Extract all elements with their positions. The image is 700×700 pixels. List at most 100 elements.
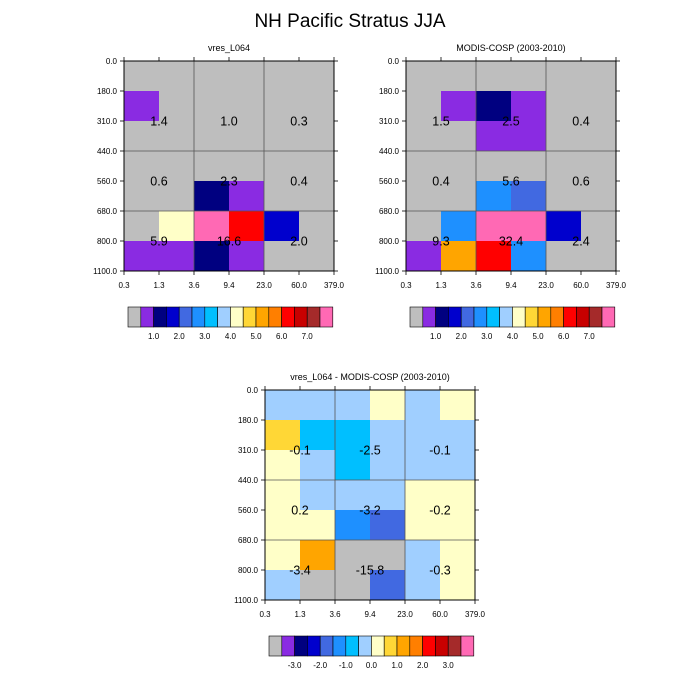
heatmap-cell (440, 570, 476, 601)
colorbar-swatch (268, 306, 282, 328)
heatmap-cell (405, 540, 441, 571)
colorbar-swatch (409, 306, 424, 328)
heatmap-cell (264, 211, 300, 242)
heatmap-cell (440, 510, 476, 541)
colorbar-swatch (550, 306, 564, 328)
box-value-label: 0.6 (572, 175, 589, 189)
heatmap-cell (194, 181, 230, 212)
box-value-label: -3.2 (359, 504, 381, 518)
heatmap-cell (546, 241, 582, 272)
heatmap-cell (546, 121, 582, 152)
colorbar-label: 4.0 (225, 332, 237, 341)
y-tick-label: 800.0 (97, 237, 118, 246)
colorbar-swatch (294, 635, 308, 657)
heatmap-cell (299, 151, 335, 182)
heatmap-cell (406, 181, 442, 212)
x-tick-label: 9.4 (364, 610, 376, 619)
colorbar-swatch (460, 635, 475, 657)
heatmap-cell (440, 450, 476, 481)
heatmap-cell (581, 151, 617, 182)
box-value-label: -0.2 (429, 504, 451, 518)
heatmap-cell (299, 61, 335, 92)
colorbar-swatch (473, 306, 488, 328)
colorbar-label: 0.0 (366, 661, 378, 670)
x-tick-label: 3.6 (470, 281, 482, 290)
heatmap-cell (441, 181, 477, 212)
heatmap-cell (124, 211, 160, 242)
y-tick-label: 180.0 (97, 87, 118, 96)
x-tick-label: 23.0 (538, 281, 554, 290)
y-tick-label: 310.0 (379, 117, 400, 126)
heatmap-cell (476, 181, 512, 212)
heatmap-cell (476, 151, 512, 182)
colorbar-label: -3.0 (288, 661, 302, 670)
box-value-label: 2.5 (502, 115, 519, 129)
heatmap-cell (511, 91, 547, 122)
heatmap-cell (476, 61, 512, 92)
box-value-label: -0.3 (429, 564, 451, 578)
colorbar-swatch (435, 306, 449, 328)
x-tick-label: 379.0 (324, 281, 345, 290)
heatmap-cell (370, 420, 406, 451)
heatmap-cell (124, 61, 160, 92)
heatmap-cell (300, 390, 336, 421)
box-value-label: -0.1 (289, 444, 311, 458)
heatmap-cell (124, 121, 160, 152)
heatmap-cell (229, 181, 265, 212)
box-value-label: 2.0 (290, 235, 307, 249)
y-tick-label: 680.0 (238, 536, 259, 545)
heatmap-cell (265, 510, 301, 541)
heatmap-cell (264, 151, 300, 182)
colorbar-swatch (178, 306, 193, 328)
heatmap-cell (406, 241, 442, 272)
colorbar-swatch (319, 635, 334, 657)
heatmap-cell (440, 540, 476, 571)
heatmap-cell (159, 121, 195, 152)
colorbar-label: -1.0 (339, 661, 353, 670)
figure-title: NH Pacific Stratus JJA (254, 11, 445, 32)
heatmap-cell (159, 241, 195, 272)
heatmap-cell (511, 151, 547, 182)
heatmap-cell (229, 121, 265, 152)
heatmap-cell (229, 91, 265, 122)
heatmap-cell (370, 390, 406, 421)
heatmap-cell (300, 480, 336, 511)
heatmap-cell (229, 241, 265, 272)
panel-3: vres_L064 - MODIS-COSP (2003-2010) 0.0 180… (234, 372, 485, 670)
heatmap-cell (299, 241, 335, 272)
x-tick-label: 379.0 (465, 610, 486, 619)
heatmap-cell (194, 91, 230, 122)
heatmap-cell (335, 480, 371, 511)
colorbar-swatch (204, 306, 218, 328)
heatmap-cell (335, 450, 371, 481)
box-value-label: 32.4 (499, 235, 523, 249)
y-tick-label: 0.0 (388, 57, 400, 66)
heatmap-cell (124, 91, 160, 122)
box-value-label: 2.4 (572, 235, 589, 249)
colorbar-swatch (435, 635, 449, 657)
heatmap-cell (264, 181, 300, 212)
heatmap-cell (476, 121, 512, 152)
heatmap-cell (159, 181, 195, 212)
x-tick-label: 1.3 (153, 281, 165, 290)
heatmap-cell (194, 121, 230, 152)
heatmap-cell (405, 570, 441, 601)
x-tick-label: 379.0 (606, 281, 627, 290)
panel-title: vres_L064 - MODIS-COSP (2003-2010) (290, 372, 449, 382)
heatmap-cell (264, 241, 300, 272)
heatmap-cell (581, 181, 617, 212)
box-value-label: 0.4 (290, 175, 307, 189)
colorbar-swatch (294, 306, 308, 328)
panel-title: vres_L064 (208, 43, 250, 53)
colorbar-label: 6.0 (558, 332, 570, 341)
y-tick-label: 800.0 (379, 237, 400, 246)
x-tick-label: 0.3 (259, 610, 271, 619)
panels: vres_L064 0.0 180.0 310.0 440.0 560.0 680.0 800… (93, 43, 626, 670)
heatmap-cell (265, 390, 301, 421)
colorbar-swatch (217, 306, 231, 328)
heatmap-cell (441, 151, 477, 182)
y-tick-label: 560.0 (379, 177, 400, 186)
colorbar-label: 5.0 (250, 332, 262, 341)
heatmap-cell (335, 570, 371, 601)
box-value-label: 1.0 (220, 115, 237, 129)
